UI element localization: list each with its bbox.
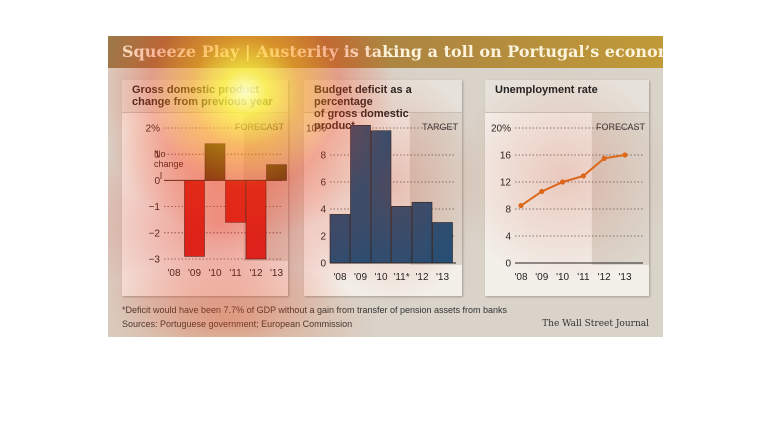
unemployment-title-line-1: Unemployment rate — [495, 84, 598, 96]
unemp-ytick-label: 4 — [505, 232, 511, 243]
unemp-ytick-label: 12 — [500, 178, 512, 189]
unemployment-chart: FORECAST 20% 16 12 8 4 0'08 '09 '10 '11 '12 '13 — [491, 113, 649, 283]
banner: Squeeze Play | Austerity is taking a tol… — [108, 36, 663, 68]
deficit-xtick-label: '10 — [374, 272, 387, 283]
gdp-ytick-label: 2% — [146, 124, 161, 135]
unemp-ytick-label: 20% — [491, 124, 511, 135]
unemp-ytick-label: 8 — [505, 205, 511, 216]
deficit-bar — [350, 125, 371, 264]
unemp-ytick-label: 0 — [505, 259, 511, 270]
gdp-xtick-label: '11 — [229, 268, 242, 279]
gdp-bar — [245, 180, 267, 260]
gdp-ytick-label: 0 — [154, 176, 160, 187]
deficit-xtick-label: '08 — [333, 272, 346, 283]
unemp-xtick-label: '10 — [556, 272, 569, 283]
gdp-ytick-label: −2 — [149, 228, 161, 239]
gdp-xtick-label: '12 — [249, 268, 262, 279]
unemp-ytick-label: 16 — [500, 151, 512, 162]
unemp-projection-label: FORECAST — [596, 122, 646, 132]
unemp-xtick-label: '09 — [535, 272, 548, 283]
gdp-chart: FORECAST2%10−1−2−3'08'09'10'11'12'13Noch… — [146, 113, 288, 279]
gdp-panel-title: Gross domestic product change from previ… — [122, 80, 288, 113]
chart-headline: Squeeze Play | Austerity is taking a tol… — [122, 42, 663, 61]
deficit-bar — [411, 201, 433, 264]
deficit-panel-title: Budget deficit as a percentage of gross … — [304, 80, 462, 132]
unemp-point — [560, 179, 566, 185]
chart-graphic: Squeeze Play | Austerity is taking a tol… — [108, 36, 663, 337]
unemp-point — [539, 188, 545, 195]
credit-wsj: The Wall Street Journal — [542, 319, 649, 329]
unemp-point — [580, 173, 586, 179]
gdp-ytick-label: −1 — [149, 202, 161, 213]
unemp-point — [518, 203, 524, 209]
deficit-title-line-1: Budget deficit as a percentage — [314, 84, 412, 108]
deficit-xtick-label: '11* — [393, 272, 409, 283]
gdp-bar — [184, 180, 205, 257]
unemp-point — [601, 155, 607, 161]
unemp-xtick-label: '12 — [598, 272, 611, 283]
deficit-panel: Budget deficit as a percentage of gross … — [304, 80, 462, 296]
deficit-xtick-label: '13 — [436, 272, 449, 283]
deficit-bar — [432, 222, 453, 264]
unemp-xtick-label: '11 — [577, 272, 590, 283]
unemp-point — [622, 152, 628, 158]
gdp-xtick-label: '08 — [167, 268, 180, 279]
gdp-no-change-annotation: change — [154, 159, 184, 169]
deficit-ytick-label: 4 — [320, 205, 326, 216]
gdp-title-line-1: Gross domestic product — [132, 84, 260, 96]
sources-note: Sources: Portuguese government; European… — [122, 319, 353, 329]
gdp-xtick-label: '13 — [270, 268, 283, 279]
gdp-bar — [225, 180, 246, 223]
gdp-xtick-label: '09 — [188, 268, 201, 279]
deficit-bar — [370, 130, 392, 264]
unemp-xtick-label: '08 — [514, 272, 527, 283]
gdp-bar — [266, 164, 287, 181]
gdp-title-line-2: change from previous year — [132, 96, 273, 108]
deficit-xtick-label: '09 — [354, 272, 367, 283]
deficit-bar — [391, 206, 412, 264]
gdp-panel: Gross domestic product change from previ… — [122, 80, 288, 296]
deficit-ytick-label: 6 — [320, 178, 326, 189]
gdp-projection-label: FORECAST — [235, 122, 285, 132]
unemp-xtick-label: '13 — [618, 272, 631, 283]
deficit-ytick-label: 0 — [320, 259, 326, 270]
gdp-bar — [204, 143, 226, 181]
unemployment-panel-title: Unemployment rate — [485, 80, 649, 113]
deficit-xtick-label: '12 — [415, 272, 428, 283]
gdp-xtick-label: '10 — [208, 268, 221, 279]
deficit-ytick-label: 8 — [320, 151, 326, 162]
gdp-ytick-label: −3 — [149, 255, 161, 266]
unemployment-panel: Unemployment rate FORECAST 20% 16 12 8 4 0'08 '… — [485, 80, 649, 296]
deficit-bar — [329, 214, 351, 264]
unemp-projection-shade — [591, 113, 649, 265]
footnote: *Deficit would have been 7.7% of GDP wit… — [122, 305, 508, 315]
deficit-projection-label: TARGET — [422, 122, 458, 132]
deficit-ytick-label: 2 — [320, 232, 326, 243]
gdp-no-change-annotation: No — [154, 149, 166, 159]
deficit-ytick-label: 10% — [306, 124, 326, 135]
deficit-chart: TARGET 10% 8 6 4 2 0 '08 '09 '10 '11* '12 '13 — [306, 113, 462, 283]
